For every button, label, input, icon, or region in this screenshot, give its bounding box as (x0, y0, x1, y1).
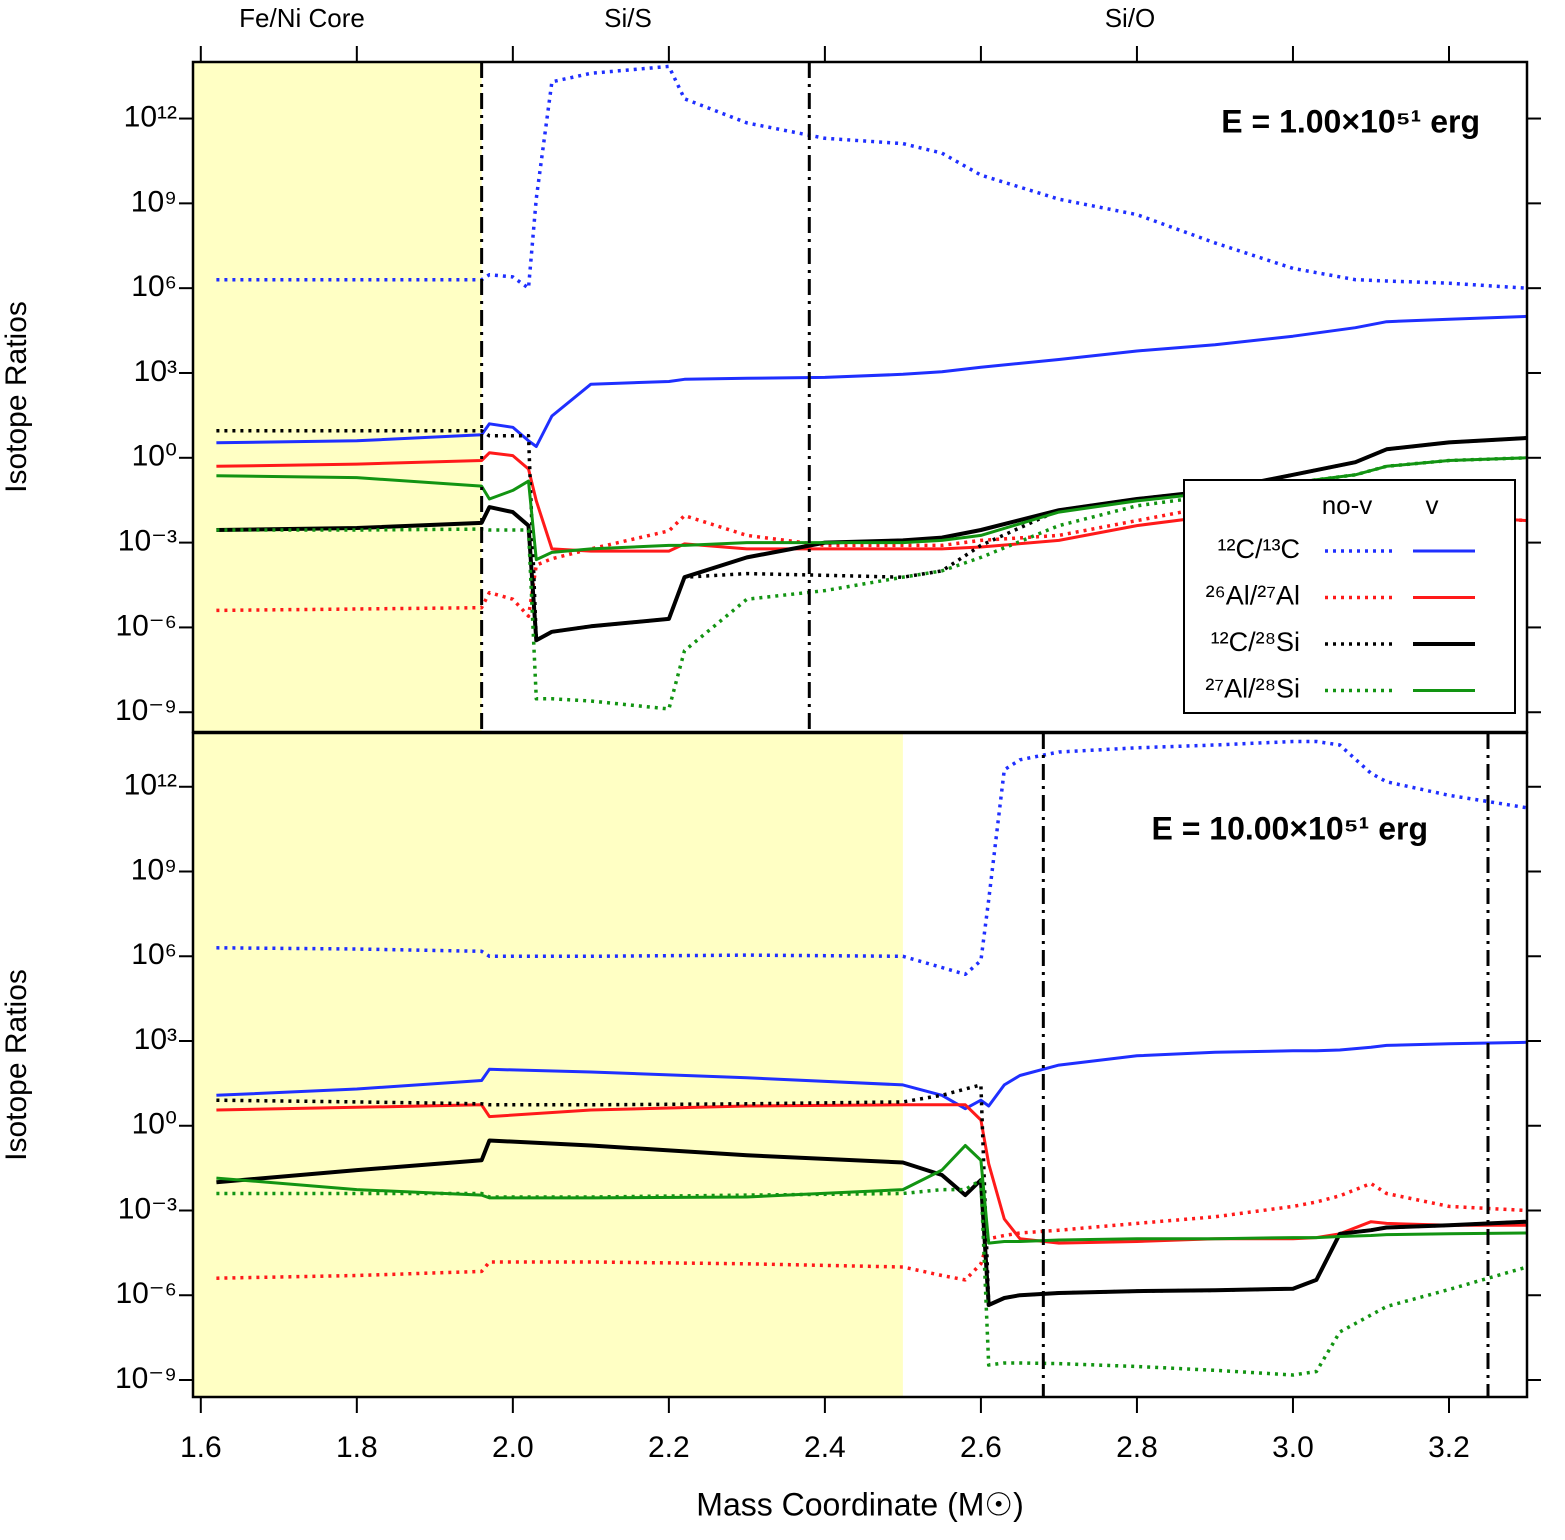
x-tick-label: 2.0 (492, 1431, 534, 1464)
legend-header: no-v (1322, 490, 1373, 520)
energy-annotation: E = 1.00×10⁵¹ erg (1221, 103, 1480, 139)
y-tick-label: 10¹² (124, 769, 177, 802)
x-tick-label: 3.2 (1428, 1431, 1470, 1464)
x-tick-label: 3.0 (1272, 1431, 1314, 1464)
energy-annotation: E = 10.00×10⁵¹ erg (1151, 810, 1428, 846)
y-tick-label: 10⁻⁶ (115, 1277, 177, 1310)
x-tick-label: 1.6 (180, 1431, 222, 1464)
y-tick-label: 10⁻³ (118, 1192, 177, 1225)
x-axis-label: Mass Coordinate (M☉) (696, 1486, 1023, 1522)
y-tick-label: 10⁶ (131, 938, 177, 971)
zone-label: Fe/Ni Core (239, 3, 365, 33)
y-tick-label: 10⁻⁶ (115, 609, 177, 642)
line-no-v (216, 64, 1528, 290)
x-tick-label: 2.6 (960, 1431, 1002, 1464)
shaded-region (193, 62, 482, 732)
x-tick-label: 2.4 (804, 1431, 846, 1464)
zone-label: Si/S (604, 3, 652, 33)
legend-header: v (1426, 490, 1439, 520)
y-tick-label: 10¹² (124, 100, 177, 133)
y-tick-label: 10⁹ (131, 185, 177, 218)
x-tick-label: 2.2 (648, 1431, 690, 1464)
legend-label: ²⁶Al/²⁷Al (1206, 581, 1300, 611)
y-tick-label: 10³ (134, 1023, 177, 1056)
y-tick-label: 10⁻⁹ (115, 694, 177, 727)
zone-label: Si/O (1105, 3, 1156, 33)
y-axis-label: Isotope Ratios (0, 969, 33, 1161)
y-tick-label: 10⁻³ (118, 525, 177, 558)
line-v (216, 1144, 1528, 1245)
line-no-v (216, 1181, 1528, 1282)
legend-label: ¹²C/²⁸Si (1211, 627, 1300, 657)
y-tick-label: 10⁰ (132, 440, 177, 473)
line-v (216, 1040, 1528, 1111)
x-tick-label: 2.8 (1116, 1431, 1158, 1464)
legend-label: ²⁷Al/²⁸Si (1205, 674, 1300, 704)
line-no-v (216, 1178, 1528, 1377)
y-axis-label: Isotope Ratios (0, 301, 33, 493)
line-v (216, 1103, 1527, 1245)
line-v (216, 314, 1528, 448)
y-tick-label: 10⁹ (131, 853, 177, 886)
shaded-region (193, 733, 903, 1397)
line-v (216, 1138, 1528, 1307)
y-tick-label: 10⁻⁹ (115, 1362, 177, 1395)
line-no-v (216, 456, 1528, 711)
y-tick-label: 10⁶ (131, 270, 177, 303)
legend-label: ¹²C/¹³C (1218, 534, 1300, 564)
line-v (216, 436, 1528, 643)
plot-frame (191, 731, 1529, 1399)
y-tick-label: 10³ (134, 355, 177, 388)
x-tick-label: 1.8 (336, 1431, 378, 1464)
y-tick-label: 10⁰ (132, 1108, 177, 1141)
